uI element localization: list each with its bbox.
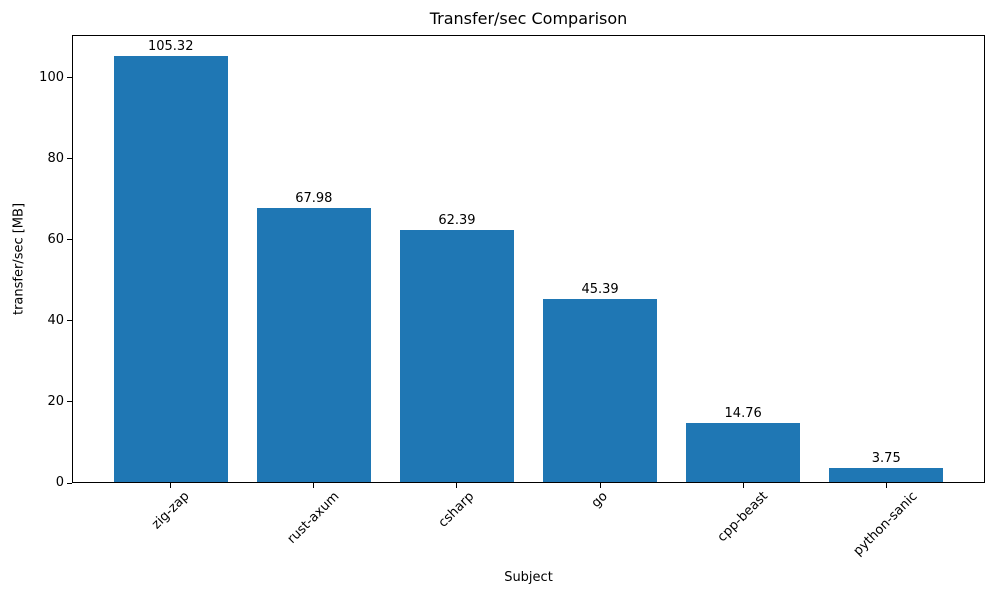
- bar-value-label: 62.39: [438, 213, 476, 229]
- y-tick-mark: [67, 320, 72, 322]
- x-tick-mark: [313, 483, 315, 488]
- y-tick-mark: [67, 158, 72, 160]
- y-tick-mark: [67, 239, 72, 241]
- bar-value-label: 14.76: [724, 406, 762, 422]
- x-tick-mark: [456, 483, 458, 488]
- x-tick-label: rust-axum: [284, 489, 343, 547]
- bar-value-label: 105.32: [147, 39, 194, 55]
- x-tick-label: cpp-beast: [714, 488, 772, 546]
- bar-value-label: 67.98: [295, 190, 333, 206]
- x-tick-label: csharp: [435, 489, 478, 531]
- chart-title: Transfer/sec Comparison: [429, 9, 628, 28]
- y-tick-label: 0: [55, 475, 64, 490]
- y-tick-mark: [67, 77, 72, 79]
- x-axis-label: Subject: [504, 570, 553, 585]
- x-tick-mark: [742, 483, 744, 488]
- x-tick-label: python-sanic: [850, 489, 921, 559]
- bar-go: [542, 299, 658, 483]
- x-tick-label: zig-zap: [148, 488, 193, 533]
- x-tick-mark: [885, 483, 887, 488]
- x-tick-mark: [599, 483, 601, 488]
- y-tick-label: 80: [47, 150, 64, 166]
- bar-zig-zap: [113, 56, 228, 483]
- bar-value-label: 3.75: [871, 450, 901, 466]
- y-tick-mark: [67, 401, 72, 403]
- y-tick-mark: [67, 482, 72, 484]
- y-axis-label: transfer/sec [MB]: [11, 202, 27, 316]
- bar-cpp-beast: [685, 423, 801, 483]
- bar-rust-axum: [256, 207, 372, 483]
- y-tick-label: 100: [39, 69, 64, 85]
- x-tick-mark: [170, 483, 172, 488]
- x-tick-label: go: [588, 488, 611, 511]
- y-tick-label: 20: [47, 393, 64, 409]
- bar-csharp: [399, 230, 515, 483]
- bar-value-label: 45.39: [581, 282, 619, 298]
- bar-python-sanic: [829, 467, 944, 483]
- y-tick-label: 40: [47, 312, 64, 328]
- y-tick-label: 60: [47, 231, 64, 247]
